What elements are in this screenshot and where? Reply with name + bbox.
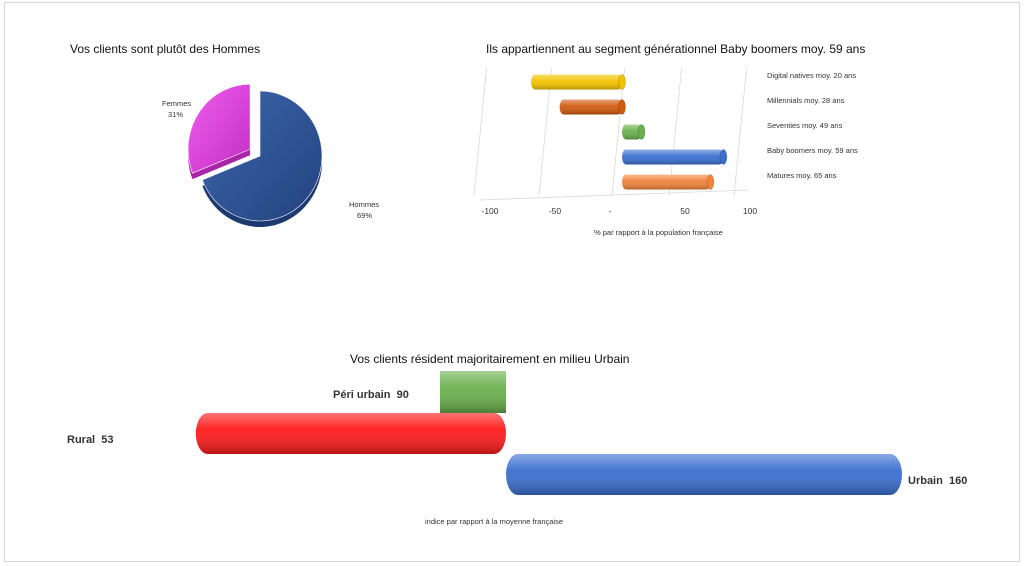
- pie-slice-femmes: [187, 83, 251, 174]
- gen-bar-shade: [622, 149, 724, 165]
- pie-slice-hommes: [201, 90, 323, 222]
- urban-label-rural: Rural 53: [67, 434, 114, 446]
- gen-bar-shade: [622, 174, 711, 190]
- gen-category-label: Matures moy. 65 ans: [767, 171, 837, 180]
- gen-tick-label: 100: [743, 206, 757, 216]
- urban-bar-shade: [506, 454, 902, 495]
- urban-x-axis-label: indice par rapport à la moyenne français…: [425, 517, 563, 526]
- gen-tick-label: -100: [481, 206, 498, 216]
- gen-tick-label: -: [609, 206, 612, 216]
- gen-bar-cap: [637, 124, 646, 140]
- gen-bar-cap: [618, 74, 626, 90]
- urban-label-urbain: Urbain 160: [908, 475, 968, 487]
- urban-label-peri: Péri urbain 90: [333, 389, 409, 401]
- gen-tick-label: 50: [680, 206, 690, 216]
- gen-bar-cap: [706, 174, 715, 190]
- gen-tick-label: -50: [549, 206, 562, 216]
- gen-category-label: Digital natives moy. 20 ans: [767, 71, 856, 80]
- pie-label-femmes-name: Femmes: [162, 99, 192, 108]
- generation-chart-title: Ils appartiennent au segment générationn…: [486, 42, 866, 56]
- urban-bar-shade: [195, 413, 507, 454]
- gen-floor-line: [479, 189, 749, 201]
- gen-gridline: [473, 67, 487, 197]
- gen-bar-cap: [719, 149, 728, 165]
- gen-category-label: Millennials moy. 28 ans: [767, 96, 845, 105]
- gen-category-label: Seventies moy. 49 ans: [767, 121, 843, 130]
- urban-bar-shade: [440, 371, 506, 413]
- gen-bar-shade: [559, 99, 622, 115]
- pie-chart-title: Vos clients sont plutôt des Hommes: [70, 42, 261, 56]
- gen-bar-shade: [622, 124, 642, 140]
- urban-chart-title: Vos clients résident majoritairement en …: [350, 352, 630, 366]
- pie-label-hommes-value: 69%: [357, 211, 373, 220]
- pie-label-hommes-name: Hommes: [349, 200, 380, 209]
- gen-category-label: Baby boomers moy. 59 ans: [767, 146, 858, 155]
- chart-frame: [4, 2, 1020, 562]
- pie-label-femmes-value: 31%: [168, 110, 184, 119]
- gen-gridline: [733, 67, 747, 197]
- generation-x-axis-label: % par rapport à la population française: [594, 228, 723, 237]
- gen-bar-cap: [618, 99, 626, 115]
- gen-bar-shade: [531, 74, 622, 90]
